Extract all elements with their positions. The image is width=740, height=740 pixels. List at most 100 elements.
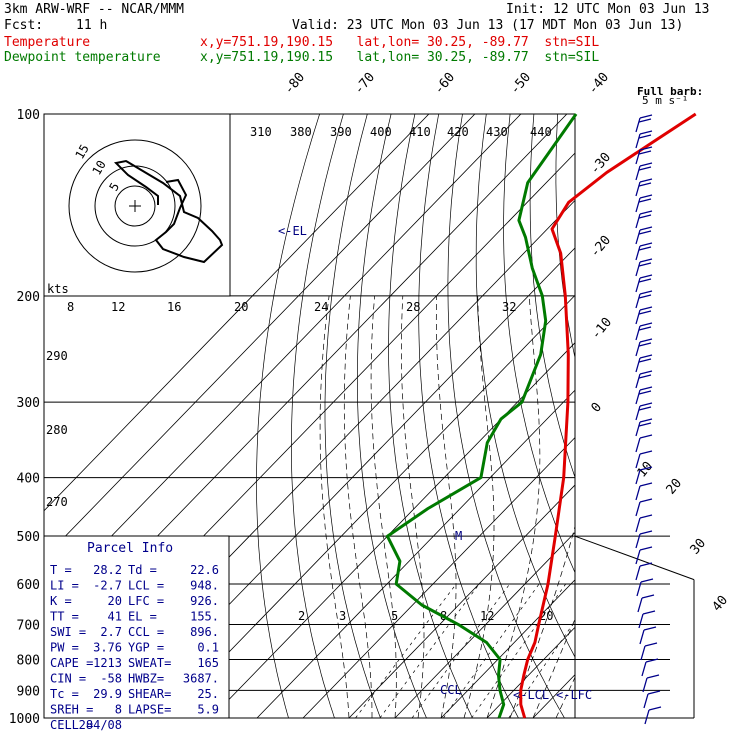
isotherm: [579, 114, 740, 718]
wind-barb: [644, 709, 650, 725]
wind-barb: [635, 357, 641, 373]
dry-adiabat: [388, 114, 473, 718]
wind-barb: [635, 389, 641, 405]
parcel-info-value: SWI =: [50, 625, 86, 639]
wind-barb-flag: [639, 370, 653, 375]
dry-adiabat: [447, 114, 565, 718]
parcel-info-value: EL =: [128, 610, 157, 624]
dry-adiabat: [701, 114, 740, 718]
barb-legend-title: Full barb:: [637, 85, 703, 98]
wind-barb-flag: [639, 258, 653, 263]
theta-label: 270: [46, 495, 68, 509]
dry-adiabat: [256, 114, 320, 718]
parcel-info-value: -58: [100, 672, 122, 686]
wind-barb-flag: [639, 530, 653, 535]
parcel-info-value: 3.76: [93, 641, 122, 655]
hodograph-box: [43, 113, 231, 297]
moist-adiabat: [486, 295, 541, 718]
isotherm: [44, 114, 430, 512]
wind-barb: [635, 245, 641, 261]
parcel-info-value: 948.: [190, 579, 219, 593]
wind-barb-flag: [639, 562, 653, 567]
wind-barb: [635, 405, 641, 421]
wind-barb-flag: [639, 434, 653, 439]
pressure-label: 1000: [9, 712, 40, 727]
parcel-info-value: TT =: [50, 610, 79, 624]
mixing-ratio-label: 3: [339, 609, 346, 623]
parcel-info-value: CIN =: [50, 672, 86, 686]
wind-barb: [635, 373, 641, 389]
wind-barb-flag: [645, 658, 659, 663]
wind-barb: [635, 517, 641, 533]
frame-edge: [574, 535, 695, 581]
wind-barb-flag: [638, 278, 652, 283]
wind-barb-flag: [639, 130, 653, 135]
wind-barb-flag: [638, 230, 652, 235]
parcel-info-value: CCL =: [128, 625, 164, 639]
parcel-info-value: 165: [197, 656, 219, 670]
parcel-info-value: 5.9: [197, 703, 219, 717]
wind-barb-flag: [638, 358, 652, 363]
wind-barb: [635, 565, 641, 581]
isotherm-label: -40: [586, 70, 613, 98]
ccl-marker: CCL: [440, 683, 462, 697]
moist-adiabat: [579, 296, 740, 718]
parcel-info-value: PW =: [50, 641, 79, 655]
isotherm-label: 0: [589, 400, 606, 416]
isotherm-label: -50: [508, 70, 535, 98]
isotherm: [164, 294, 575, 718]
moist-adiabat: [509, 524, 575, 718]
wind-barb-flag: [638, 134, 652, 139]
moist-adiabat: [463, 295, 495, 718]
wind-barb: [635, 549, 641, 565]
el-marker: <-EL: [278, 224, 307, 238]
wind-barb-flag: [639, 386, 653, 391]
init-time: Init: 12 UTC Mon 03 Jun 13: [506, 2, 710, 17]
wind-barb: [635, 181, 641, 197]
dry-adiabat: [475, 114, 575, 658]
dry-adiabat: [555, 114, 575, 360]
wind-barb-flag: [639, 210, 653, 215]
theta-label: 430: [486, 125, 508, 139]
isotherm-label: 20: [664, 476, 686, 498]
lfc-marker: <-LFC: [556, 688, 592, 702]
theta-label: 420: [447, 125, 469, 139]
wind-barb: [638, 613, 644, 629]
dewpoint-legend-label: Dewpoint temperature: [4, 50, 161, 65]
wind-barb-flag: [638, 406, 652, 411]
dry-adiabat: [653, 114, 740, 718]
pressure-label: 100: [17, 108, 40, 123]
theta-label: 380: [290, 125, 312, 139]
hodograph-units: kts: [47, 282, 69, 296]
hodograph-ring: [114, 185, 156, 227]
wind-barb-flag: [639, 146, 653, 151]
wind-barb-flag: [638, 118, 652, 123]
hodograph-trace: [113, 159, 224, 264]
wind-barb-flag: [639, 482, 653, 487]
parcel-info-value: K =: [50, 594, 72, 608]
dry-adiabat: [581, 114, 740, 718]
wind-barb: [635, 229, 641, 245]
temperature-profile: [519, 112, 697, 719]
dry-adiabat: [503, 114, 575, 574]
wind-barb-flag: [643, 626, 657, 631]
wind-barb-flag: [639, 402, 653, 407]
wind-barb-flag: [641, 594, 655, 599]
wind-barb-flag: [639, 178, 653, 183]
parcel-info-value: SWEAT=: [128, 656, 171, 670]
wind-barb-flag: [638, 246, 652, 251]
wind-barb: [635, 133, 641, 149]
parcel-info-value: T =: [50, 563, 72, 577]
parcel-info-value: 896.: [190, 625, 219, 639]
dry-adiabat: [677, 114, 740, 718]
mixing-ratio-label: 8: [67, 300, 74, 314]
wind-barb-flag: [638, 166, 652, 171]
wind-barb-flag: [639, 546, 653, 551]
dry-adiabat: [629, 114, 740, 718]
isotherm-label: 40: [710, 593, 732, 615]
parcel-info-value: 1213: [93, 656, 122, 670]
hodograph-ring: [68, 139, 202, 273]
parcel-info-value: 926.: [190, 594, 219, 608]
wind-barb: [635, 261, 641, 277]
parcel-info-title: Parcel Info: [87, 541, 173, 556]
